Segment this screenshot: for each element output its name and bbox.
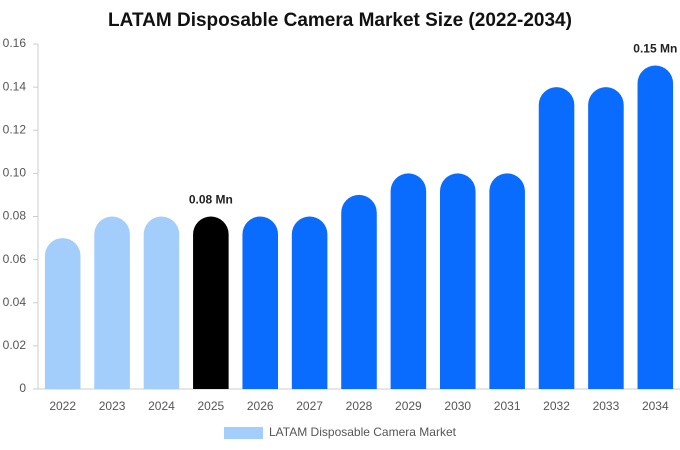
y-tick-label: 0: [19, 381, 26, 395]
bar: [143, 216, 180, 389]
bar: [242, 216, 279, 389]
bar: [439, 173, 476, 389]
x-tick-label: 2032: [543, 399, 570, 413]
y-tick-label: 0.06: [3, 252, 27, 266]
x-tick-label: 2026: [247, 399, 274, 413]
bar: [291, 216, 328, 389]
bar: [341, 194, 377, 389]
y-tick-label: 0.10: [3, 166, 27, 180]
y-tick-label: 0.02: [3, 338, 27, 352]
x-tick-label: 2030: [444, 399, 471, 413]
bar: [94, 216, 130, 389]
y-tick-label: 0.08: [3, 209, 27, 223]
legend-swatch: [224, 427, 263, 439]
x-tick-label: 2025: [197, 399, 224, 413]
y-tick-label: 0.04: [3, 295, 27, 309]
x-tick-label: 2029: [395, 399, 422, 413]
x-tick-label: 2031: [494, 399, 521, 413]
bar: [390, 173, 427, 389]
value-label: 0.08 Mn: [189, 193, 233, 207]
legend-label: LATAM Disposable Camera Market: [269, 425, 457, 439]
x-tick-label: 2024: [148, 399, 175, 413]
y-tick-label: 0.12: [3, 122, 27, 136]
value-label: 0.15 Mn: [633, 42, 677, 56]
x-tick-label: 2028: [346, 399, 373, 413]
chart-title: LATAM Disposable Camera Market Size (202…: [108, 10, 572, 31]
x-tick-label: 2034: [642, 399, 669, 413]
bar: [637, 65, 674, 389]
bar: [588, 87, 624, 389]
bar: [489, 173, 525, 389]
bar: [538, 87, 575, 390]
y-tick-label: 0.16: [3, 36, 27, 50]
x-tick-label: 2023: [99, 399, 126, 413]
x-tick-label: 2027: [296, 399, 323, 413]
y-tick-label: 0.14: [3, 79, 27, 93]
bar: [193, 216, 229, 389]
bar: [44, 238, 81, 389]
x-tick-label: 2022: [49, 399, 76, 413]
x-tick-label: 2033: [593, 399, 620, 413]
